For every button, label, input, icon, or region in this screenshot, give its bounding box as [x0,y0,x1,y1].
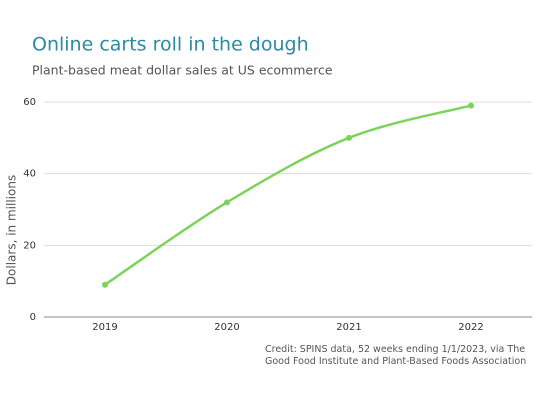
credit: Credit: SPINS data, 52 weeks ending 1/1/… [265,344,527,367]
point [102,281,108,288]
chart-title: Online carts roll in the dough [32,34,309,56]
x-tick-label: 2020 [214,322,239,333]
y-tick-label: 60 [23,97,36,108]
chart-subtitle: Plant-based meat dollar sales at US ecom… [32,63,333,78]
x-tick-label: 2022 [458,322,483,333]
x-tick-label: 2021 [336,322,361,333]
y-tick-label: 40 [23,169,36,180]
point [468,102,474,109]
point [224,199,230,206]
point [346,134,352,141]
y-tick-label: 20 [23,240,36,251]
x-tick-label: 2019 [92,322,117,333]
y-axis-label: Dollars, in millions [5,175,19,285]
y-tick-label: 0 [30,312,36,323]
line [104,104,472,286]
